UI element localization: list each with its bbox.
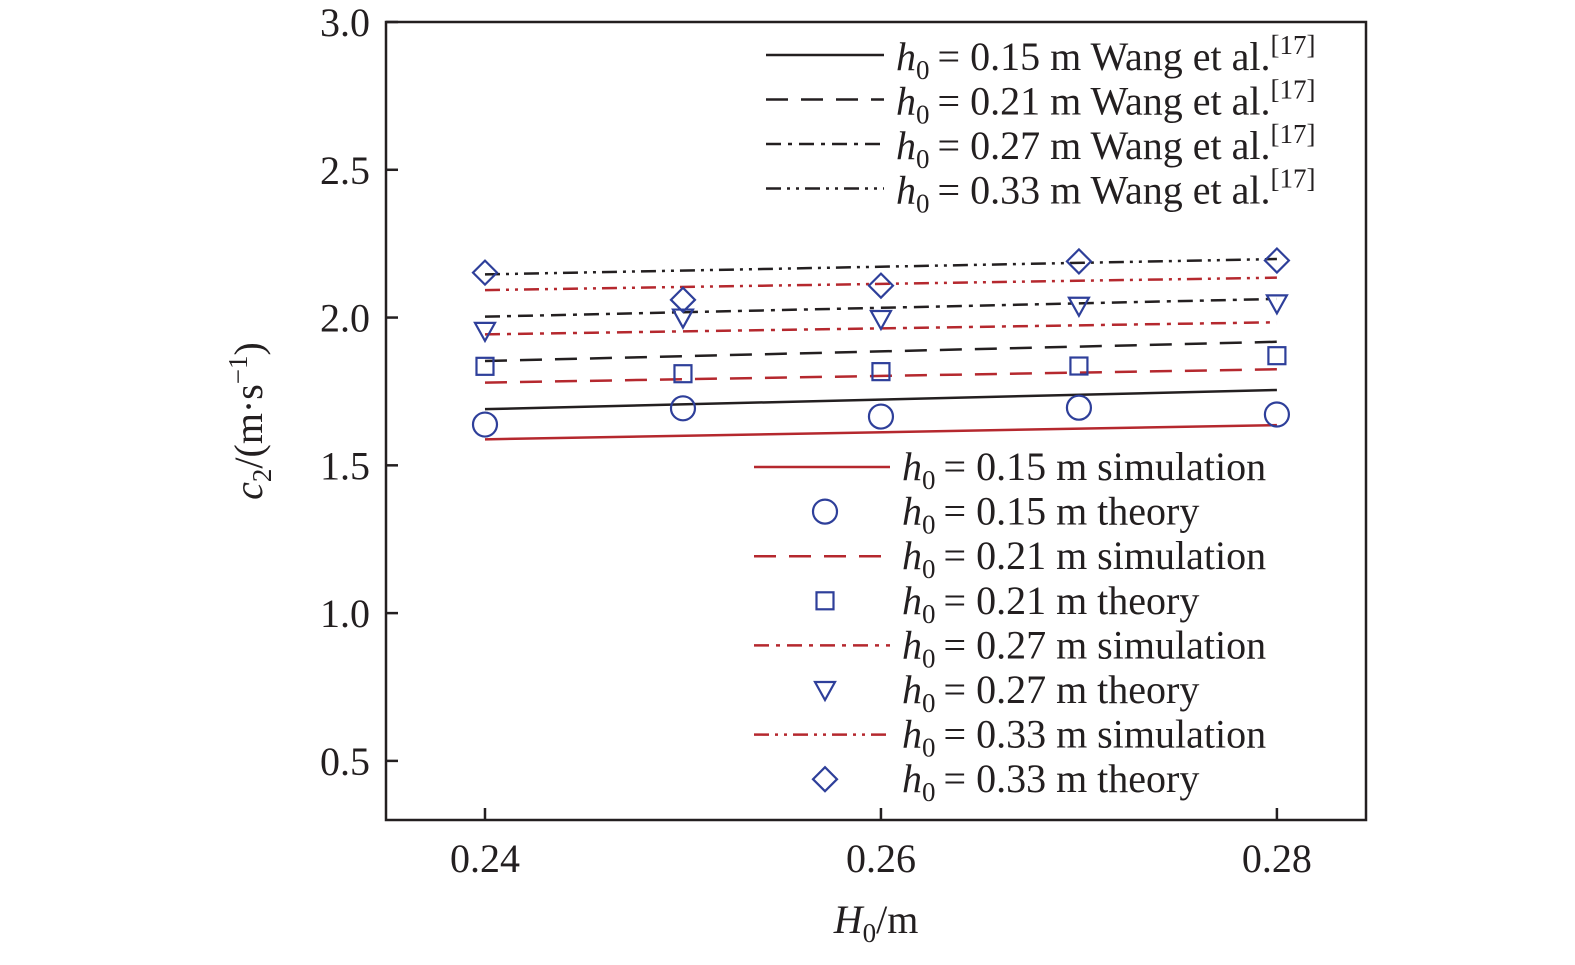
legend-swatch [811,498,839,525]
series-theory [473,294,1289,344]
legend-swatch [815,591,835,611]
legend-label: h0 = 0.33 m simulation [902,712,1266,763]
legend-label: h0 = 0.33 m theory [902,756,1199,807]
series-simulation [484,423,1277,441]
data-point [1067,296,1091,318]
legend-label: h0 = 0.33 m Wang et al.[17] [896,164,1315,219]
series-layer [471,246,1291,441]
data-point [673,364,693,384]
y-axis-label: c2/(m·s−1) [223,342,277,500]
legend-label: h0 = 0.15 m Wang et al.[17] [896,30,1315,85]
plot-frame [384,20,1368,822]
data-point [1267,346,1287,366]
data-point [869,309,893,332]
data-point [671,308,695,330]
series-simulation [484,368,1277,384]
legend-label: h0 = 0.27 m theory [902,667,1199,718]
data-point [1069,356,1089,376]
series-wang [484,297,1277,318]
series-wang [484,388,1277,411]
series-line [484,368,1277,384]
series-theory [471,394,1291,438]
y-tick-label: 2.5 [320,148,370,193]
data-point [867,403,895,430]
y-tick-label: 1.0 [320,591,370,636]
legend-label: h0 = 0.27 m simulation [902,622,1266,673]
series-wang [484,257,1277,276]
y-tick-label: 0.5 [320,739,370,784]
legend-label: h0 = 0.27 m Wang et al.[17] [896,119,1315,174]
series-line [484,423,1277,441]
legend-label: h0 = 0.21 m theory [902,578,1199,629]
data-point [669,286,697,314]
x-tick-label: 0.26 [846,836,916,881]
legend-label: h0 = 0.15 m simulation [902,444,1266,495]
x-tick-label: 0.28 [1242,836,1312,881]
data-point [669,395,697,422]
legend-label: h0 = 0.21 m simulation [902,533,1266,584]
legend-swatch [811,765,839,793]
series-line [484,388,1277,411]
series-simulation [484,276,1277,292]
x-axis-ticks: 0.24 0.26 0.28 [450,808,1312,881]
data-point [1065,394,1093,421]
data-point [1263,246,1291,275]
data-point [1263,401,1291,428]
y-axis-ticks: 0.5 1.0 1.5 2.0 2.5 3.0 [320,0,398,784]
data-point [473,321,497,344]
y-tick-label: 1.5 [320,443,370,488]
y-tick-label: 2.0 [320,296,370,341]
data-point [871,362,891,382]
legend-top: h0 = 0.15 m Wang et al.[17]h0 = 0.21 m W… [766,30,1315,219]
data-point [1265,294,1289,316]
x-tick-label: 0.24 [450,836,520,881]
legend-label: h0 = 0.15 m theory [902,489,1199,540]
series-line [484,276,1277,292]
y-tick-label: 3.0 [320,0,370,45]
data-point [867,272,895,300]
legend-label: h0 = 0.21 m Wang et al.[17] [896,75,1315,130]
series-line [484,257,1277,276]
data-point [1065,247,1093,275]
series-theory [471,246,1291,314]
data-point [475,356,495,376]
series-theory [475,346,1287,384]
legend-swatch [813,680,837,703]
series-line [484,340,1277,363]
data-point [471,259,499,287]
series-wang [484,340,1277,363]
series-line [484,297,1277,318]
x-axis-label: H0/m [833,897,919,948]
data-point [471,411,499,438]
